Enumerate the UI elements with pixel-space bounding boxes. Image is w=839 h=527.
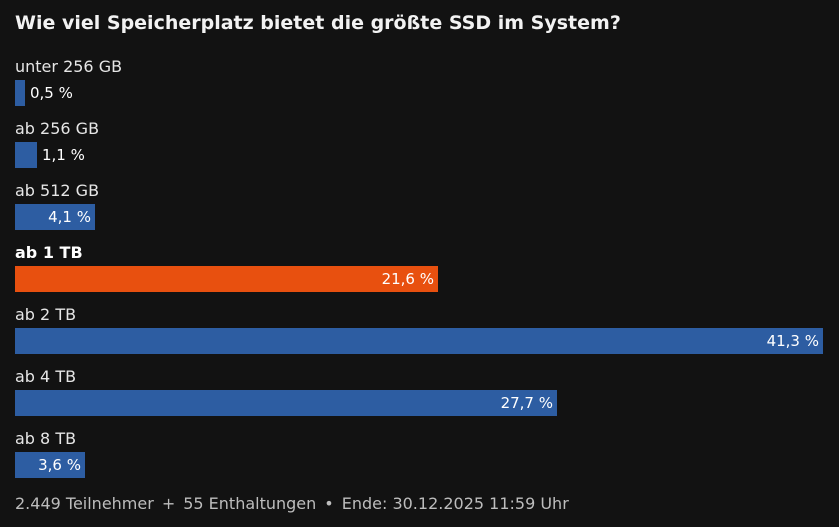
result-row: ab 2 TB 41,3 % <box>15 304 823 366</box>
result-bar-track: 3,6 % <box>15 452 823 478</box>
dot-separator: • <box>324 494 334 513</box>
result-row: ab 1 TB 21,6 % <box>15 242 823 304</box>
result-bar <box>15 390 557 416</box>
result-bar <box>15 452 85 478</box>
result-bar-track: 21,6 % <box>15 266 823 292</box>
result-label: ab 1 TB <box>15 243 83 262</box>
result-bar-track: 41,3 % <box>15 328 823 354</box>
result-bar <box>15 204 95 230</box>
poll-results-chart: unter 256 GB 0,5 % ab 256 GB 1,1 % ab 512 GB… <box>15 56 823 490</box>
result-bar-track: 0,5 % <box>15 80 823 106</box>
plus-separator: + <box>161 494 176 513</box>
poll-question: Wie viel Speicherplatz bietet die größte… <box>15 12 621 34</box>
result-label: ab 512 GB <box>15 181 100 200</box>
result-bar-track: 1,1 % <box>15 142 823 168</box>
result-bar-track: 4,1 % <box>15 204 823 230</box>
result-label: ab 4 TB <box>15 367 77 386</box>
result-bar <box>15 80 25 106</box>
result-label: ab 256 GB <box>15 119 100 138</box>
participants-count: 2.449 Teilnehmer <box>15 494 154 513</box>
result-value: 1,1 % <box>42 146 85 164</box>
poll-footer: 2.449 Teilnehmer +55 Enthaltungen • Ende: 3… <box>15 492 569 516</box>
abstentions-count: 55 Enthaltungen <box>183 494 317 513</box>
result-row: ab 256 GB 1,1 % <box>15 118 823 180</box>
result-row: ab 512 GB 4,1 % <box>15 180 823 242</box>
result-label: ab 8 TB <box>15 429 77 448</box>
result-value: 27,7 % <box>500 394 553 412</box>
result-row: ab 8 TB 3,6 % <box>15 428 823 490</box>
result-bar-track: 27,7 % <box>15 390 823 416</box>
result-label: unter 256 GB <box>15 57 123 76</box>
result-value: 41,3 % <box>766 332 819 350</box>
result-row: unter 256 GB 0,5 % <box>15 56 823 118</box>
result-bar <box>15 142 37 168</box>
result-value: 4,1 % <box>48 208 91 226</box>
result-label: ab 2 TB <box>15 305 77 324</box>
result-value: 3,6 % <box>38 456 81 474</box>
poll-end-date: Ende: 30.12.2025 11:59 Uhr <box>341 494 569 513</box>
result-row: ab 4 TB 27,7 % <box>15 366 823 428</box>
result-bar <box>15 328 823 354</box>
result-value: 0,5 % <box>30 84 73 102</box>
result-value: 21,6 % <box>381 270 434 288</box>
result-bar <box>15 266 438 292</box>
